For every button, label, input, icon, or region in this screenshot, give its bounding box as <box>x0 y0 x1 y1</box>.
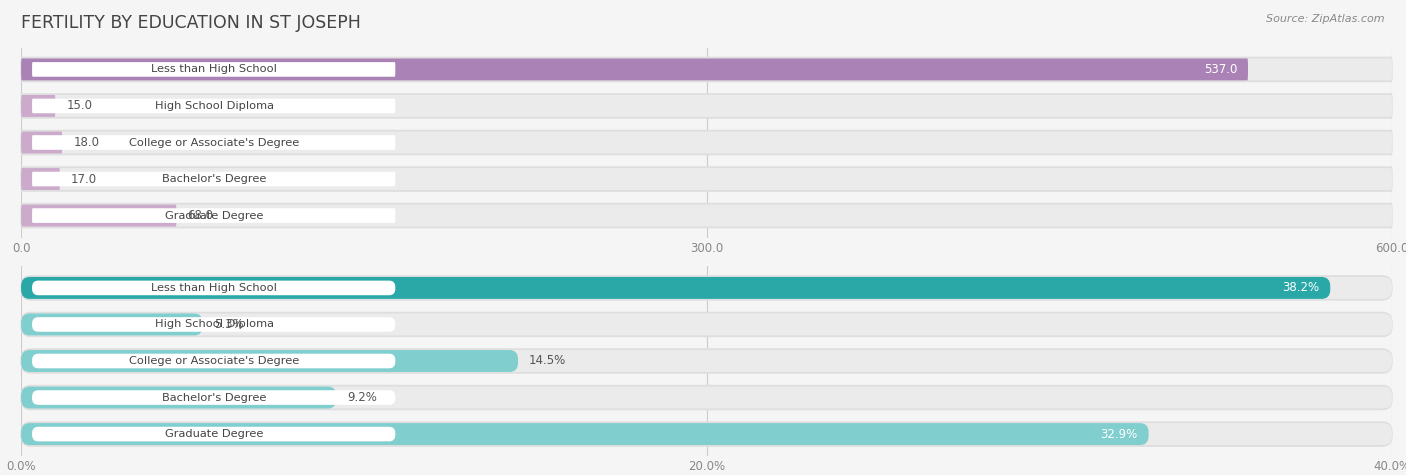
Text: 537.0: 537.0 <box>1204 63 1237 76</box>
FancyBboxPatch shape <box>21 203 1392 228</box>
Text: Less than High School: Less than High School <box>152 65 277 75</box>
FancyBboxPatch shape <box>21 57 1392 82</box>
FancyBboxPatch shape <box>21 276 1392 300</box>
Text: Bachelor's Degree: Bachelor's Degree <box>162 392 267 402</box>
Text: 17.0: 17.0 <box>70 172 97 186</box>
Text: College or Associate's Degree: College or Associate's Degree <box>129 356 299 366</box>
Text: FERTILITY BY EDUCATION IN ST JOSEPH: FERTILITY BY EDUCATION IN ST JOSEPH <box>21 14 361 32</box>
FancyBboxPatch shape <box>21 423 1392 445</box>
FancyBboxPatch shape <box>21 58 1392 80</box>
FancyBboxPatch shape <box>21 132 62 153</box>
Text: 32.9%: 32.9% <box>1101 428 1137 441</box>
FancyBboxPatch shape <box>32 281 395 295</box>
FancyBboxPatch shape <box>21 422 1392 446</box>
FancyBboxPatch shape <box>21 277 1392 299</box>
Text: 14.5%: 14.5% <box>529 354 567 368</box>
Text: College or Associate's Degree: College or Associate's Degree <box>129 137 299 148</box>
FancyBboxPatch shape <box>21 132 1392 153</box>
Text: 18.0: 18.0 <box>73 136 100 149</box>
FancyBboxPatch shape <box>32 390 395 405</box>
FancyBboxPatch shape <box>21 350 1392 372</box>
Text: Bachelor's Degree: Bachelor's Degree <box>162 174 267 184</box>
Text: Source: ZipAtlas.com: Source: ZipAtlas.com <box>1267 14 1385 24</box>
Text: High School Diploma: High School Diploma <box>155 101 274 111</box>
FancyBboxPatch shape <box>21 58 1249 80</box>
Text: Graduate Degree: Graduate Degree <box>165 429 263 439</box>
Text: Graduate Degree: Graduate Degree <box>165 210 263 220</box>
FancyBboxPatch shape <box>21 350 517 372</box>
FancyBboxPatch shape <box>32 208 395 223</box>
FancyBboxPatch shape <box>21 168 60 190</box>
Text: Less than High School: Less than High School <box>152 283 277 293</box>
FancyBboxPatch shape <box>32 427 395 441</box>
FancyBboxPatch shape <box>32 354 395 368</box>
FancyBboxPatch shape <box>21 349 1392 373</box>
FancyBboxPatch shape <box>21 313 1392 336</box>
FancyBboxPatch shape <box>21 94 1392 118</box>
FancyBboxPatch shape <box>21 205 177 227</box>
FancyBboxPatch shape <box>21 168 1392 190</box>
FancyBboxPatch shape <box>21 131 1392 154</box>
FancyBboxPatch shape <box>21 205 1392 227</box>
Text: 9.2%: 9.2% <box>347 391 377 404</box>
FancyBboxPatch shape <box>21 386 1392 409</box>
Text: 38.2%: 38.2% <box>1282 281 1319 294</box>
FancyBboxPatch shape <box>21 423 1149 445</box>
FancyBboxPatch shape <box>21 95 55 117</box>
FancyBboxPatch shape <box>21 387 1392 408</box>
FancyBboxPatch shape <box>21 95 1392 117</box>
FancyBboxPatch shape <box>21 314 202 335</box>
FancyBboxPatch shape <box>21 277 1330 299</box>
Text: 68.0: 68.0 <box>187 209 214 222</box>
Text: High School Diploma: High School Diploma <box>155 320 274 330</box>
Text: 5.3%: 5.3% <box>214 318 243 331</box>
FancyBboxPatch shape <box>32 99 395 113</box>
FancyBboxPatch shape <box>32 172 395 186</box>
FancyBboxPatch shape <box>21 167 1392 191</box>
Text: 15.0: 15.0 <box>66 99 93 113</box>
FancyBboxPatch shape <box>32 317 395 332</box>
FancyBboxPatch shape <box>32 135 395 150</box>
FancyBboxPatch shape <box>21 387 336 408</box>
FancyBboxPatch shape <box>21 314 1392 335</box>
FancyBboxPatch shape <box>32 62 395 77</box>
